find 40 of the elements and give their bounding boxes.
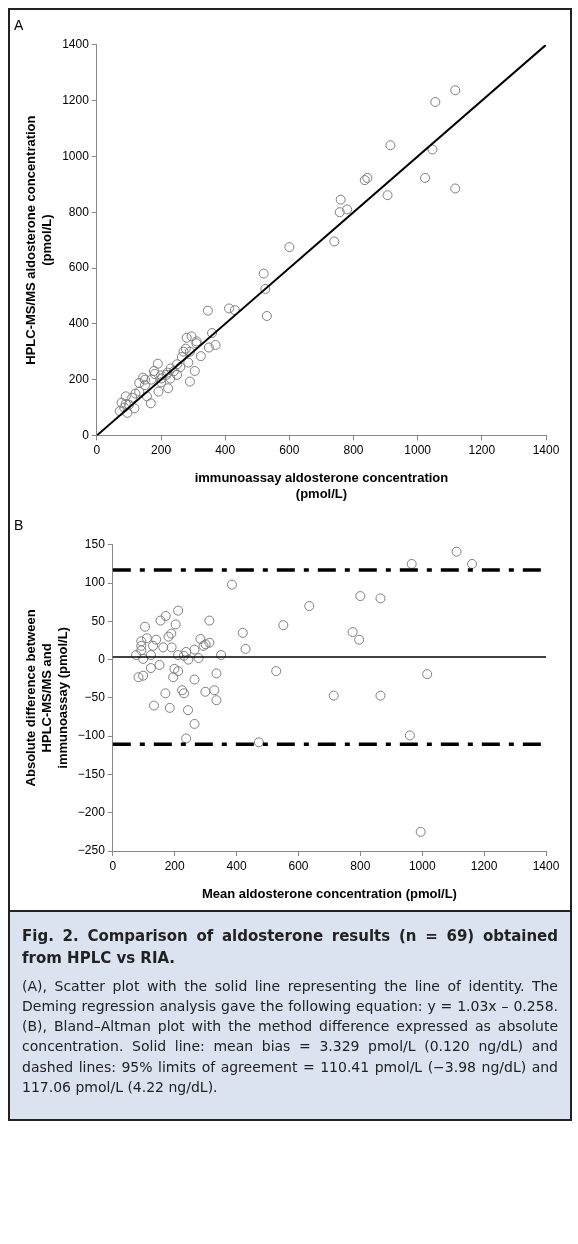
y-tick-label: 100 — [84, 575, 106, 590]
y-axis-title: Absolute difference between HPLC-MS/MS and immunoassay (pmol/L) — [23, 609, 70, 787]
y-tick-label: 1000 — [62, 148, 90, 163]
x-tick-label: 200 — [164, 858, 186, 873]
text: (A), Scatter plot with the solid line representing the line of identity. The Deming regression analysis gave the following equation: y = 1.03x – 0.258. (B), Bland–Altman plot with the method difference expressed as absolute concentration. Solid line: mean bias = 3.329 pmol/L (0.120 ng/dL) and dashed lines: 95% limits of agreement = 110.41 pmol/L (−3.98 ng/dL) and 117.06 pmol/L (4.22 ng/dL). — [22, 976, 558, 1097]
x-tick-label: 1400 — [532, 858, 560, 873]
x-tick-label: 1200 — [468, 442, 496, 457]
y-tick-label: 0 — [82, 427, 90, 442]
y-tick-label: 400 — [68, 316, 90, 331]
y-tick-label: 0 — [98, 651, 106, 666]
y-tick-label: 200 — [68, 371, 90, 386]
y-tick-label: 800 — [68, 204, 90, 219]
x-tick-label: 400 — [215, 442, 236, 457]
y-tick-label: −200 — [77, 805, 106, 820]
x-tick-label: 1000 — [404, 442, 432, 457]
x-tick-label: 800 — [343, 442, 364, 457]
y-tick-label: −150 — [77, 766, 106, 781]
y-tick-label: −250 — [77, 843, 106, 858]
caption: Fig. 2. Comparison of aldosterone results (n = 69) obtained from HPLC vs RIA. — [22, 926, 558, 969]
chart-title: B — [14, 517, 24, 534]
x-tick-label: 800 — [350, 858, 371, 873]
x-tick-label: 0 — [109, 858, 117, 873]
x-tick-label: 400 — [226, 858, 247, 873]
x-axis-title: Mean aldosterone concentration (pmol/L) — [201, 885, 457, 901]
y-tick-label: 600 — [68, 260, 90, 275]
y-tick-label: 150 — [84, 537, 106, 552]
chart-title: A — [14, 17, 24, 34]
x-tick-label: 600 — [288, 858, 309, 873]
x-tick-label: 1200 — [470, 858, 498, 873]
x-axis-title: immunoassay aldosterone concentration (pmol/L) — [194, 470, 449, 501]
y-tick-label: 50 — [91, 613, 106, 628]
y-tick-label: 1200 — [62, 92, 90, 107]
y-axis-title: HPLC-MS/MS aldosterone concentration (pmol/L) — [23, 115, 54, 365]
y-tick-label: −100 — [77, 728, 106, 743]
y-tick-label: −50 — [84, 690, 106, 705]
y-tick-label: 1400 — [62, 37, 90, 52]
x-tick-label: 1400 — [532, 442, 560, 457]
x-tick-label: 200 — [151, 442, 172, 457]
x-tick-label: 600 — [279, 442, 300, 457]
x-tick-label: 1000 — [408, 858, 436, 873]
